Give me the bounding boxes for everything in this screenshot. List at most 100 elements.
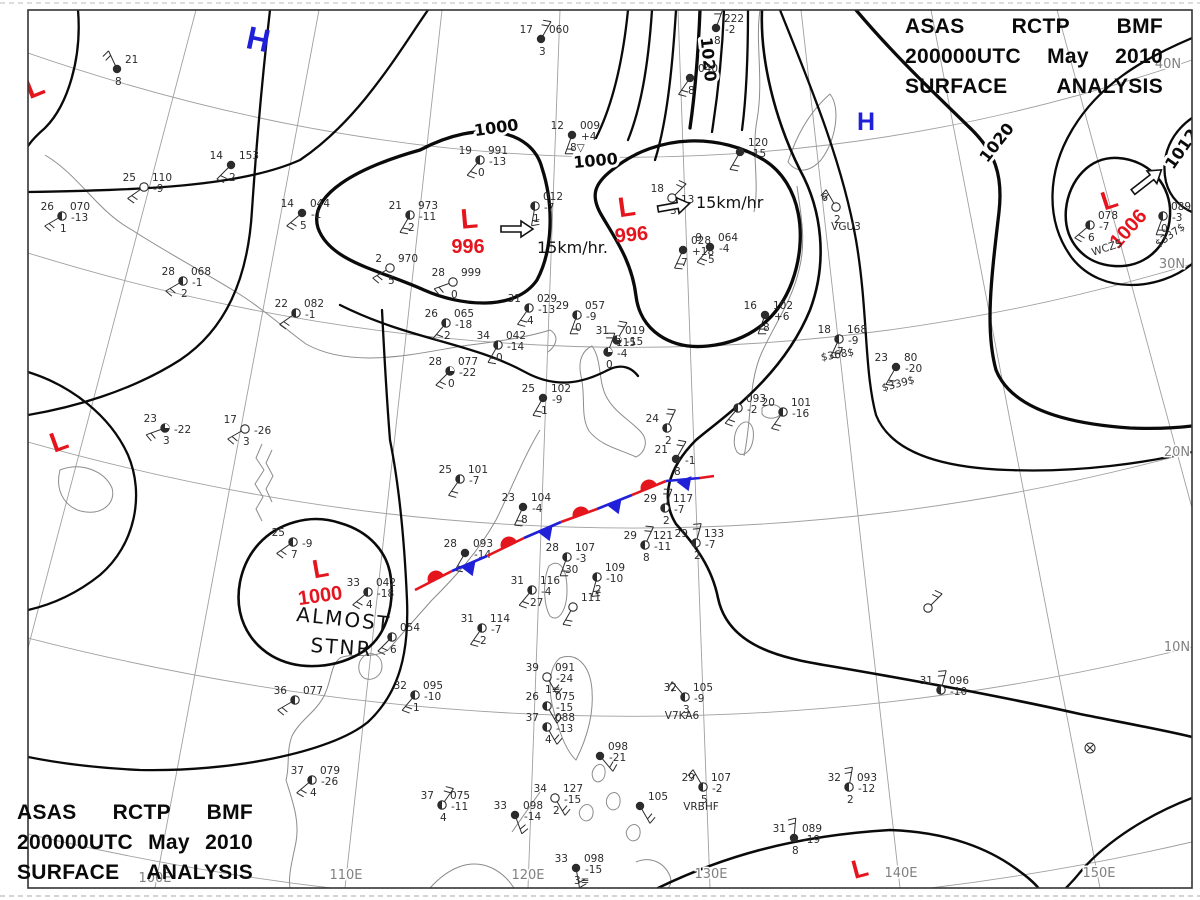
- station-tendency: -7: [469, 475, 479, 487]
- station-dewpoint: 4: [440, 812, 447, 824]
- station-temperature: 31: [461, 613, 474, 625]
- wind-barb-tick: [522, 601, 530, 605]
- wind-barb-tick: [556, 687, 563, 695]
- wind-barb-tick: [774, 423, 782, 427]
- station-temperature: 25: [522, 383, 535, 395]
- station-tendency: -12: [858, 783, 875, 795]
- station-pressure: 222: [724, 13, 744, 25]
- station-plot: 26 070-13 1: [41, 201, 90, 235]
- wind-barb-tick: [220, 175, 227, 180]
- high-pressure-symbol: H: [857, 108, 875, 136]
- wind-barb-tick: [787, 817, 796, 821]
- geo-coordinate-label: 110E: [329, 868, 362, 883]
- station-dewpoint: 2: [595, 584, 602, 596]
- station-pressure: 009: [580, 120, 600, 132]
- station-plot: 21 973-11 2: [389, 200, 438, 235]
- station-dewpoint: 2: [229, 172, 236, 184]
- wind-barb-tick: [644, 530, 652, 532]
- station-tendency: -9: [552, 394, 562, 406]
- wind-barb-tick: [535, 410, 543, 413]
- station-temperature: 9: [695, 232, 702, 244]
- station-plot: [923, 590, 943, 613]
- wind-barb-tick: [514, 524, 523, 527]
- station-dewpoint: 8: [792, 845, 799, 857]
- station-dewpoint: 5: [300, 220, 307, 232]
- meridian-line: [800, 10, 901, 888]
- station-dewpoint: 0: [496, 352, 503, 364]
- station-dewpoint: 6: [390, 644, 397, 656]
- station-circle-overcast: [536, 34, 546, 44]
- geo-coordinate-label: 100E: [138, 871, 171, 886]
- station-plot: 093-2: [724, 393, 766, 427]
- station-half-fill: [307, 775, 312, 785]
- coastline-path: [549, 656, 593, 761]
- station-tendency: -14: [507, 341, 524, 353]
- station-half-fill: [527, 585, 532, 595]
- station-tendency: -10: [606, 573, 623, 585]
- isobar-line: [778, 10, 1192, 472]
- station-tendency: -2: [747, 404, 757, 416]
- station-pressure: 168: [847, 324, 867, 336]
- wind-barb-tick: [728, 419, 736, 423]
- station-half-fill: [524, 303, 529, 313]
- annotation-text: V7KA6: [665, 710, 700, 722]
- wind-barb-tick: [617, 325, 625, 328]
- station-dewpoint: 2: [553, 805, 560, 817]
- station-temperature: 31: [773, 823, 786, 835]
- station-half-fill: [778, 407, 783, 417]
- station-pressure: 077: [303, 685, 323, 697]
- cold-front-triangle: [537, 526, 553, 542]
- station-half-fill: [290, 695, 295, 705]
- station-half-fill: [691, 538, 696, 548]
- wind-barb-tick: [127, 198, 135, 204]
- speed-label: 15km/hr.: [537, 238, 608, 257]
- geo-coordinate-label: 10N: [1164, 640, 1190, 655]
- isobar-line: [740, 10, 750, 132]
- station-pressure: 110: [152, 172, 172, 184]
- station-plot: 28 077-22 0: [429, 356, 478, 390]
- wind-barb-tick: [490, 357, 498, 360]
- coastline-path: [787, 93, 837, 171]
- station-half-fill: [291, 308, 296, 318]
- title-line-1: ASAS RCTP BMF: [905, 15, 1163, 38]
- isobar-line: [626, 10, 654, 142]
- isobar-line: [666, 10, 1192, 739]
- station-plot: 25 110-9: [123, 172, 172, 204]
- station-pressure: 078: [1098, 210, 1118, 222]
- isobar-line: [1051, 36, 1192, 287]
- wind-barb-tick: [693, 523, 702, 525]
- station-tendency: -11: [451, 801, 468, 813]
- station-temperature: 16: [744, 300, 758, 312]
- station-dewpoint: 2: [181, 288, 188, 300]
- station-plot: 36 077: [274, 685, 323, 716]
- station-plot: 218: [102, 50, 138, 88]
- meridian-line: [1056, 10, 1192, 509]
- annotation-text: ALMOST: [295, 602, 392, 636]
- meridian-line: [154, 10, 320, 888]
- wind-barb-tick: [150, 432, 156, 439]
- station-pressure: 060: [549, 24, 569, 36]
- station-pressure: 093: [857, 772, 877, 784]
- annotation-text: $339$: [881, 374, 916, 394]
- station-plot: 29 117-7 2: [644, 488, 693, 527]
- cold-front-triangle: [606, 499, 622, 515]
- station-plot: 28 068-1 2: [162, 266, 211, 300]
- station-temperature: 32: [828, 772, 841, 784]
- wind-barb-tick: [666, 413, 674, 415]
- wind-barb-tick: [565, 619, 573, 622]
- station-half-fill: [660, 503, 665, 513]
- station-pressure: 077: [458, 356, 478, 368]
- station-temperature: 28: [162, 266, 175, 278]
- station-pressure: 120: [748, 137, 768, 149]
- parallel-line: [28, 52, 1192, 158]
- station-temperature: 6: [821, 192, 828, 204]
- coastline-path: [44, 154, 557, 359]
- station-half-fill: [662, 423, 667, 433]
- station-half-fill: [441, 318, 446, 328]
- low-pressure-symbol: L: [45, 424, 72, 459]
- station-tendency: -15: [585, 864, 602, 876]
- station-temperature: 29: [556, 300, 569, 312]
